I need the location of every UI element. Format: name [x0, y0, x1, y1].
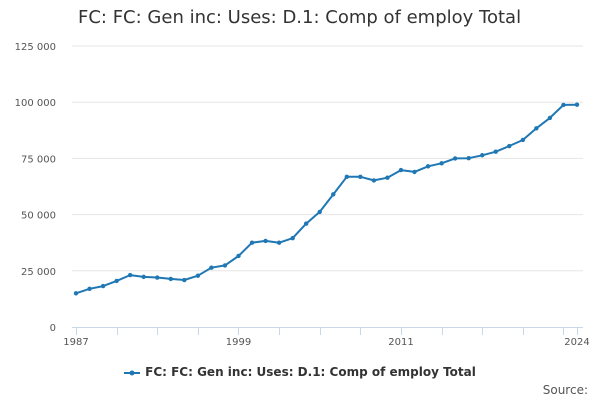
data-point — [209, 265, 214, 270]
data-point — [331, 192, 336, 197]
data-point — [127, 272, 133, 278]
data-point — [439, 161, 444, 166]
x-axis — [72, 327, 583, 335]
data-point — [425, 164, 431, 169]
data-point — [466, 155, 471, 161]
data-point — [493, 149, 498, 154]
y-tick-label: 50 000 — [21, 211, 56, 222]
data-point — [317, 209, 322, 215]
chart-title: FC: FC: Gen inc: Uses: D.1: Comp of empl… — [78, 7, 522, 28]
data-point — [195, 273, 201, 278]
y-tick-label: 75 000 — [21, 154, 56, 165]
data-point — [561, 102, 566, 108]
data-point — [507, 143, 512, 149]
data-point — [412, 169, 417, 175]
legend-swatch-icon — [124, 370, 141, 375]
data-point — [141, 274, 146, 280]
data-point — [276, 240, 282, 245]
data-point — [303, 221, 309, 226]
x-axis-tick-labels: 1987 1999 2011 2024 — [63, 337, 589, 348]
data-point — [520, 137, 526, 143]
y-tick-label: 25 000 — [21, 267, 56, 278]
x-tick-label: 2024 — [564, 337, 589, 348]
data-point — [371, 178, 377, 183]
data-point — [168, 276, 173, 282]
data-point — [182, 277, 187, 283]
data-point — [480, 153, 485, 158]
y-tick-label: 0 — [50, 323, 56, 334]
y-tick-label: 100 000 — [15, 98, 56, 109]
data-point — [222, 263, 228, 268]
x-tick-label: 1999 — [226, 337, 251, 348]
legend[interactable]: FC: FC: Gen inc: Uses: D.1: Comp of empl… — [0, 365, 600, 379]
data-point — [263, 238, 268, 244]
series-layer — [73, 102, 580, 296]
y-axis-tick-labels: 0 25 000 50 000 75 000 100 000 125 000 — [15, 42, 56, 334]
data-point — [547, 115, 553, 121]
x-tick-label: 1987 — [63, 337, 88, 348]
data-point — [73, 291, 79, 296]
data-point — [87, 286, 92, 291]
data-point — [100, 283, 106, 289]
data-point — [358, 174, 363, 180]
x-tick-label: 2011 — [388, 337, 413, 348]
data-point — [534, 126, 539, 131]
data-point — [385, 175, 390, 180]
legend-label: FC: FC: Gen inc: Uses: D.1: Comp of empl… — [145, 365, 476, 379]
data-point — [574, 102, 580, 107]
data-point — [290, 236, 295, 241]
data-point — [155, 275, 160, 280]
data-point — [452, 156, 458, 161]
data-point — [398, 167, 404, 173]
data-point — [114, 278, 119, 284]
data-point — [249, 240, 255, 245]
grid-lines — [72, 45, 583, 272]
data-point — [236, 253, 241, 259]
data-point — [344, 174, 350, 180]
series-line — [75, 103, 578, 295]
source-label: Source: — [542, 383, 588, 397]
y-tick-label: 125 000 — [15, 42, 56, 53]
